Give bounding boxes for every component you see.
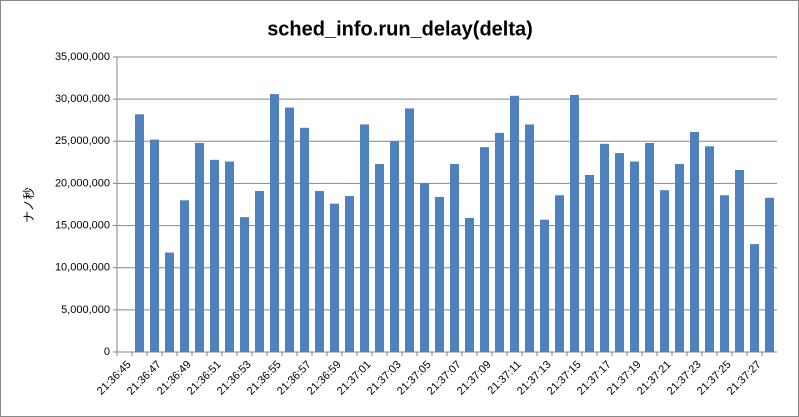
bar: [750, 244, 759, 352]
y-tick-label: 30,000,000: [55, 93, 110, 105]
bar: [300, 127, 309, 352]
bar: [735, 169, 744, 352]
y-tick-label: 35,000,000: [55, 51, 110, 63]
y-tick-label: 25,000,000: [55, 135, 110, 147]
y-tick-label: 0: [104, 346, 110, 358]
y-tick-label: 10,000,000: [55, 262, 110, 274]
bar: [450, 164, 459, 352]
bar: [375, 164, 384, 352]
bar: [615, 153, 624, 352]
bar: [660, 190, 669, 352]
bar: [720, 195, 729, 352]
bar: [555, 195, 564, 352]
y-tick-label: 5,000,000: [61, 304, 110, 316]
bar: [570, 94, 579, 352]
bar: [285, 107, 294, 352]
y-tick-label: 20,000,000: [55, 177, 110, 189]
bar: [150, 139, 159, 352]
y-tick-label: 15,000,000: [55, 219, 110, 231]
bar: [630, 161, 639, 352]
bar: [495, 132, 504, 352]
bar: [315, 191, 324, 352]
bar: [255, 191, 264, 352]
bar: [510, 95, 519, 353]
bar: [690, 132, 699, 352]
bar: [435, 196, 444, 352]
bar: [210, 159, 219, 352]
bar: [195, 142, 204, 352]
bar: [180, 200, 189, 352]
bar: [345, 196, 354, 352]
y-axis-label: ナノ秒: [22, 187, 36, 222]
bar: [525, 124, 534, 352]
bar: [360, 124, 369, 352]
bar: [330, 203, 339, 352]
bar: [645, 142, 654, 352]
bar: [705, 146, 714, 352]
bar: [405, 108, 414, 353]
bar: [135, 114, 144, 352]
bar: [165, 252, 174, 352]
bar: [465, 217, 474, 352]
bar: [390, 141, 399, 352]
bar: [270, 94, 279, 352]
bar: [600, 143, 609, 352]
bar: [480, 147, 489, 352]
bar: [585, 175, 594, 352]
bar: [540, 219, 549, 352]
chart-title: sched_info.run_delay(delta): [267, 18, 533, 40]
bar: [240, 217, 249, 352]
bar: [675, 164, 684, 352]
bar: [420, 183, 429, 352]
bar: [765, 197, 774, 352]
bar: [225, 161, 234, 352]
